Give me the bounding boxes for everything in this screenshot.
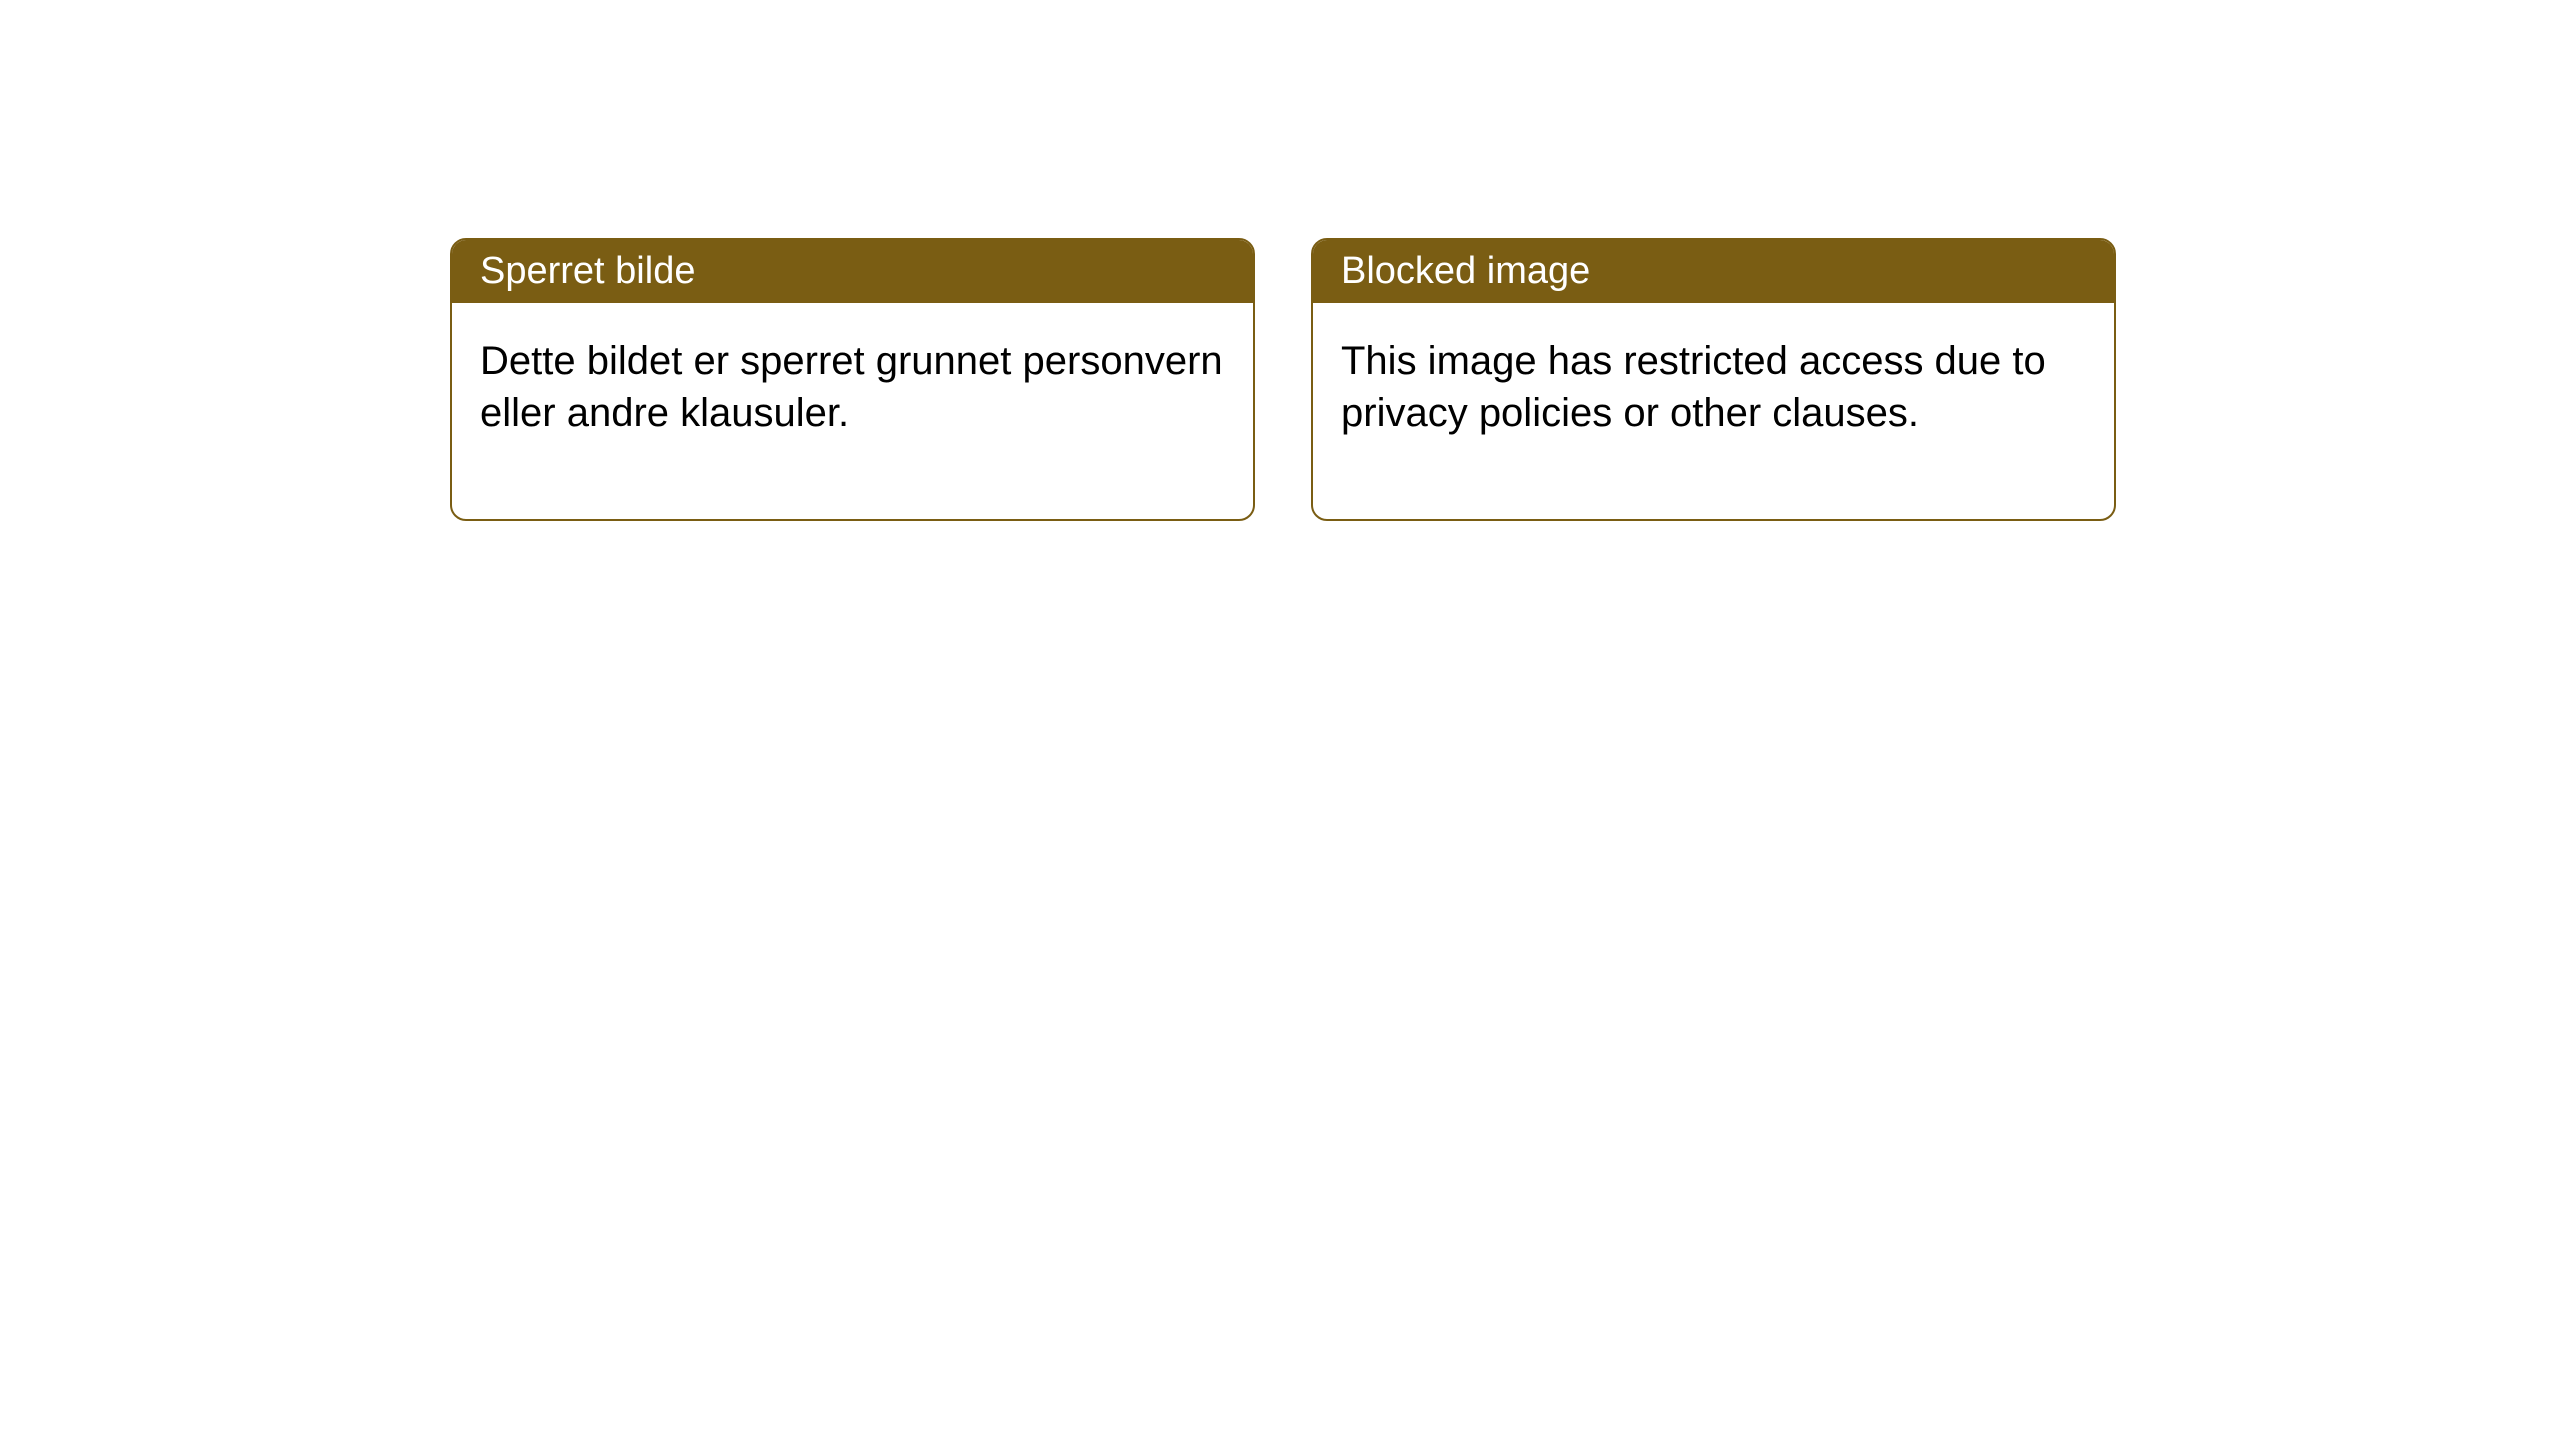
card-header: Sperret bilde	[452, 240, 1253, 303]
blocked-image-card-no: Sperret bilde Dette bildet er sperret gr…	[450, 238, 1255, 521]
card-body: Dette bildet er sperret grunnet personve…	[452, 303, 1253, 519]
card-body-text: Dette bildet er sperret grunnet personve…	[480, 339, 1223, 435]
card-body-text: This image has restricted access due to …	[1341, 339, 2046, 435]
cards-container: Sperret bilde Dette bildet er sperret gr…	[0, 0, 2560, 521]
card-body: This image has restricted access due to …	[1313, 303, 2114, 519]
card-title: Blocked image	[1341, 250, 1590, 292]
blocked-image-card-en: Blocked image This image has restricted …	[1311, 238, 2116, 521]
card-title: Sperret bilde	[480, 250, 695, 292]
card-header: Blocked image	[1313, 240, 2114, 303]
